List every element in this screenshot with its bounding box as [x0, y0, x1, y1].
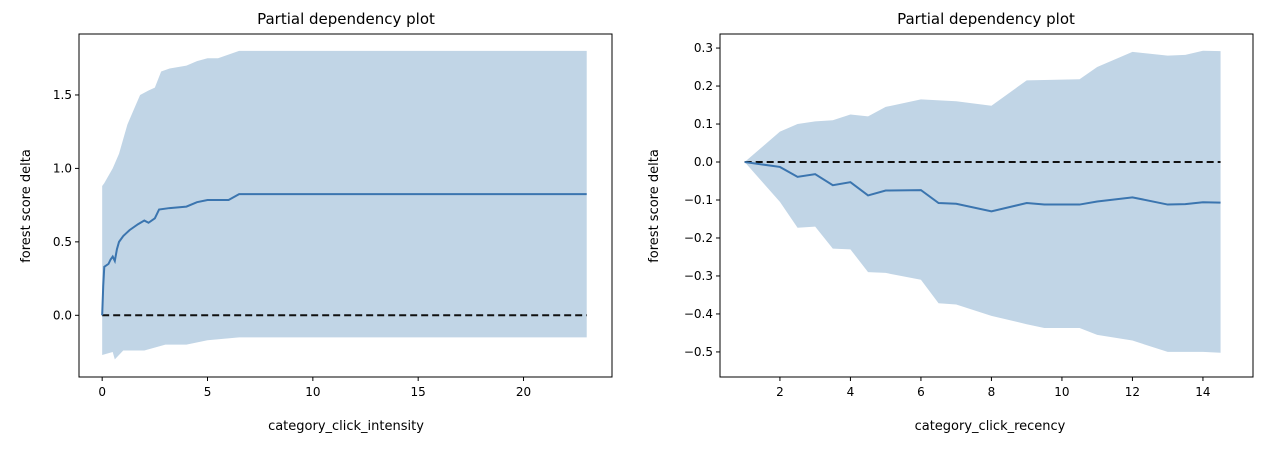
left-xtick-label: 15 [411, 385, 426, 399]
right-ytick-label: −0.1 [684, 193, 713, 207]
right-xtick-label: 4 [847, 385, 855, 399]
right-xtick-label: 10 [1054, 385, 1069, 399]
right-axes-frame [719, 33, 1254, 378]
left-ytick-label: 0.5 [53, 235, 72, 249]
right-ytick-label: −0.5 [684, 345, 713, 359]
right-xtick-label: 2 [776, 385, 784, 399]
right-subplot: Partial dependency plot category_click_r… [647, 10, 1254, 434]
left-xlabel: category_click_intensity [268, 419, 424, 434]
right-ytick-label: 0.1 [694, 117, 713, 131]
left-xtick-label: 20 [516, 385, 531, 399]
right-xtick-label: 8 [988, 385, 996, 399]
left-ytick-label: 1.0 [53, 161, 72, 175]
left-xtick-label: 5 [204, 385, 212, 399]
right-xtick-label: 6 [917, 385, 925, 399]
right-confidence-band [744, 50, 1221, 353]
right-ytick-label: 0.2 [694, 79, 713, 93]
left-ytick-label: 1.5 [53, 88, 72, 102]
right-ytick-label: −0.3 [684, 269, 713, 283]
left-axes-frame [78, 33, 613, 378]
right-xtick-label: 14 [1195, 385, 1210, 399]
right-title: Partial dependency plot [897, 10, 1075, 28]
left-title: Partial dependency plot [257, 10, 435, 28]
right-ytick-label: −0.4 [684, 307, 713, 321]
left-xtick-label: 0 [98, 385, 106, 399]
left-xtick-label: 10 [305, 385, 320, 399]
right-ylabel: forest score delta [647, 149, 662, 263]
left-confidence-band [102, 50, 587, 360]
right-mean-line [744, 161, 1221, 213]
right-ytick-label: 0.3 [694, 41, 713, 55]
left-ylabel: forest score delta [19, 149, 34, 263]
left-ytick-label: 0.0 [53, 308, 72, 322]
right-xtick-label: 12 [1125, 385, 1140, 399]
right-ytick-label: 0.0 [694, 155, 713, 169]
right-xlabel: category_click_recency [915, 419, 1066, 434]
right-ytick-label: −0.2 [684, 231, 713, 245]
left-subplot: Partial dependency plot category_click_i… [19, 10, 613, 434]
left-mean-line [101, 193, 587, 316]
